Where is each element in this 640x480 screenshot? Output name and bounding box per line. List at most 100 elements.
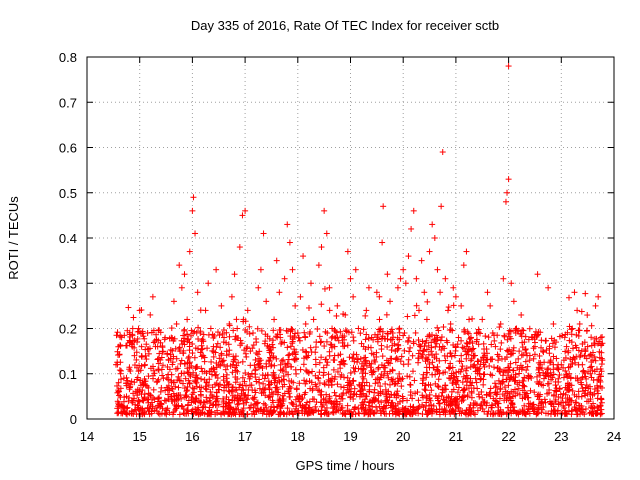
- data-point: [453, 381, 460, 388]
- data-point: [201, 399, 208, 406]
- data-point: [115, 379, 122, 386]
- data-point: [220, 409, 227, 416]
- data-point: [332, 392, 339, 399]
- data-point: [387, 298, 394, 305]
- data-point: [500, 275, 507, 282]
- data-point: [366, 388, 373, 395]
- data-point: [512, 359, 519, 366]
- y-tick-label: 0.7: [59, 95, 77, 110]
- data-point: [550, 392, 557, 399]
- data-point: [498, 339, 505, 346]
- data-point: [128, 378, 135, 385]
- data-point: [592, 302, 599, 309]
- data-point: [239, 358, 246, 365]
- y-tick-label: 0.1: [59, 367, 77, 382]
- data-point: [234, 368, 241, 375]
- data-point: [477, 402, 484, 409]
- data-point: [508, 280, 515, 287]
- data-point: [301, 329, 308, 336]
- data-point: [302, 320, 309, 327]
- data-point: [474, 407, 481, 414]
- data-point: [468, 355, 475, 362]
- data-point: [526, 357, 533, 364]
- data-point: [492, 380, 499, 387]
- data-point: [469, 340, 476, 347]
- data-point: [548, 401, 555, 408]
- data-point: [203, 386, 210, 393]
- data-point: [497, 346, 504, 353]
- data-point: [439, 149, 446, 156]
- data-point: [423, 369, 430, 376]
- data-point: [509, 400, 516, 407]
- data-point: [363, 331, 370, 338]
- data-point: [568, 326, 575, 333]
- data-point: [266, 385, 273, 392]
- data-point: [482, 333, 489, 340]
- data-point: [413, 275, 420, 282]
- data-point: [450, 408, 457, 415]
- data-point: [175, 373, 182, 380]
- data-point: [440, 396, 447, 403]
- data-point: [553, 355, 560, 362]
- data-point: [406, 408, 413, 415]
- data-point: [334, 368, 341, 375]
- data-point: [192, 365, 199, 372]
- data-point: [338, 383, 345, 390]
- data-point: [312, 403, 319, 410]
- data-point: [518, 333, 525, 340]
- data-point: [525, 336, 532, 343]
- data-point: [518, 311, 525, 318]
- data-point: [340, 384, 347, 391]
- data-point: [310, 409, 317, 416]
- x-tick-labels: 14 15 16 17 18 19 20 21 22 23 24: [80, 429, 621, 444]
- data-point: [572, 399, 579, 406]
- data-point: [391, 381, 398, 388]
- data-point: [213, 266, 220, 273]
- data-point: [425, 381, 432, 388]
- data-point: [117, 370, 124, 377]
- data-point: [458, 358, 465, 365]
- data-point: [541, 359, 548, 366]
- data-point: [462, 367, 469, 374]
- data-point: [395, 378, 402, 385]
- data-point: [252, 356, 259, 363]
- data-point: [391, 391, 398, 398]
- data-point: [377, 388, 384, 395]
- data-point: [346, 354, 353, 361]
- data-point: [239, 212, 246, 219]
- data-point: [534, 271, 541, 278]
- data-point: [299, 346, 306, 353]
- data-point: [296, 337, 303, 344]
- data-point: [524, 352, 531, 359]
- data-point: [566, 294, 573, 301]
- data-point: [186, 353, 193, 360]
- data-point: [155, 360, 162, 367]
- data-point: [473, 379, 480, 386]
- data-point: [186, 359, 193, 366]
- data-point: [316, 380, 323, 387]
- data-point: [398, 383, 405, 390]
- data-point: [237, 381, 244, 388]
- data-point: [131, 379, 138, 386]
- data-point: [185, 355, 192, 362]
- data-point: [409, 368, 416, 375]
- data-point: [365, 284, 372, 291]
- data-point: [339, 404, 346, 411]
- x-tick-label: 17: [238, 429, 252, 444]
- data-point: [436, 400, 443, 407]
- data-point: [571, 391, 578, 398]
- data-point: [430, 364, 437, 371]
- data-point: [321, 207, 328, 214]
- data-point: [480, 381, 487, 388]
- data-point: [184, 336, 191, 343]
- data-point: [123, 380, 130, 387]
- y-axis-label: ROTI / TECUs: [6, 196, 21, 280]
- data-point: [353, 351, 360, 358]
- data-point: [162, 387, 169, 394]
- data-point: [284, 344, 291, 351]
- data-point: [363, 393, 370, 400]
- data-point: [395, 342, 402, 349]
- data-point: [362, 370, 369, 377]
- data-point: [450, 302, 457, 309]
